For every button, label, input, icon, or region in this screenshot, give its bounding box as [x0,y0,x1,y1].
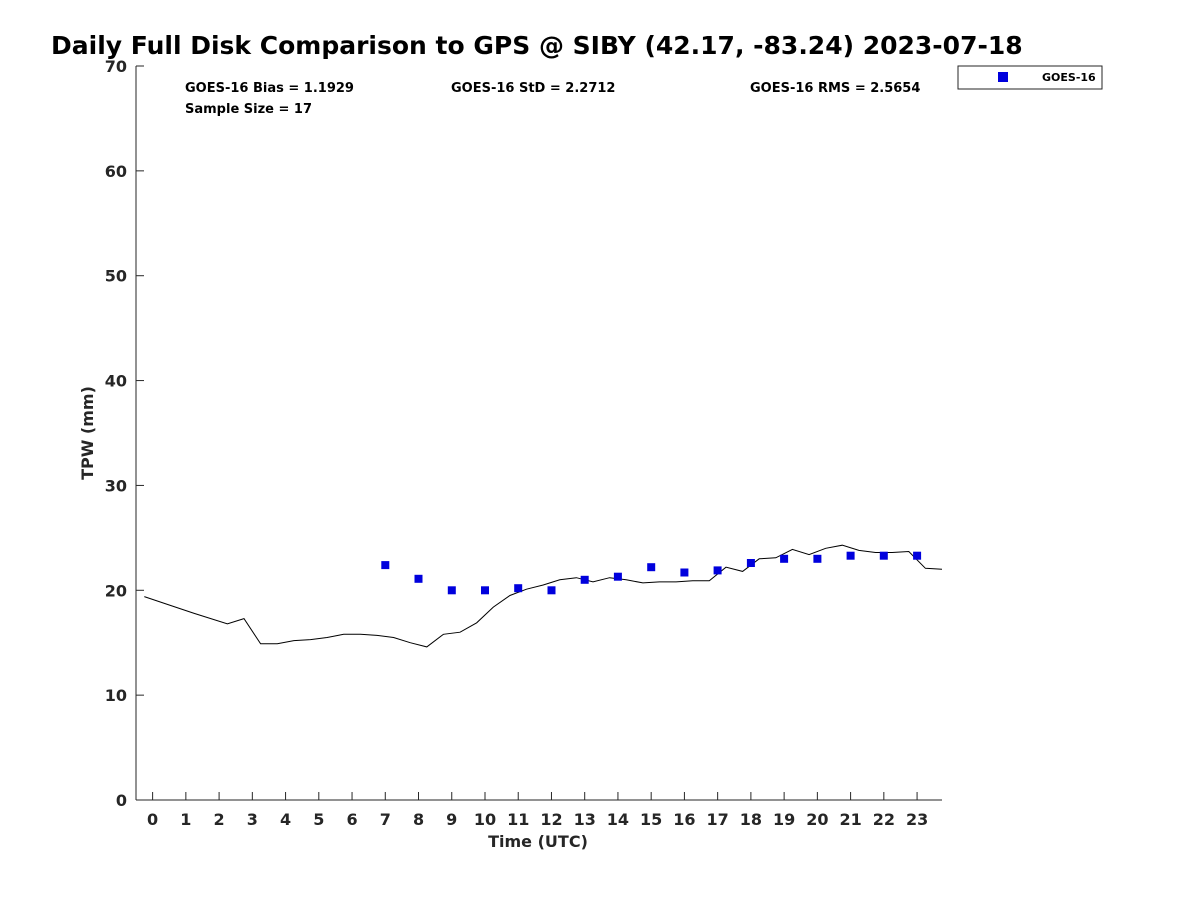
x-axis-label: Time (UTC) [488,832,588,851]
axes [135,66,942,801]
legend-label-goes-16: GOES-16 [1042,71,1096,84]
x-tick-label: 6 [346,810,357,829]
chart-title: Daily Full Disk Comparison to GPS @ SIBY… [51,31,1023,60]
goes-16-point [580,575,589,584]
x-tick-label: 17 [707,810,729,829]
x-tick-label: 11 [507,810,529,829]
goes-16-series [381,551,922,595]
x-tick-label: 0 [147,810,158,829]
y-tick-label: 20 [105,581,127,600]
goes-16-point [746,559,755,567]
gps-series-line [144,544,943,648]
legend-marker-goes-16 [998,72,1008,82]
legend: GOES-16 [957,65,1103,90]
x-tick-label: 23 [906,810,928,829]
x-tick-label: 12 [540,810,562,829]
x-tick-label: 2 [214,810,225,829]
x-axis-ticks: 0 1 2 3 4 5 6 7 8 9 10 11 12 13 14 15 16 17 18 19 20 21 22 23 [147,792,928,829]
x-tick-label: 14 [607,810,629,829]
y-tick-label: 50 [105,267,127,286]
x-tick-label: 19 [773,810,795,829]
goes-16-point [913,551,922,560]
goes-16-point [414,574,423,583]
x-tick-label: 16 [673,810,695,829]
x-tick-label: 9 [446,810,457,829]
x-tick-label: 4 [280,810,291,829]
y-axis-ticks: 0 10 20 30 40 50 60 70 [105,57,144,810]
y-tick-label: 30 [105,476,127,495]
goes-16-point [447,586,456,595]
goes-16-point [514,584,523,593]
goes-16-point [647,563,656,572]
x-tick-label: 7 [380,810,391,829]
y-tick-label: 40 [105,372,127,391]
y-tick-label: 60 [105,162,127,181]
goes-16-point [713,566,722,575]
y-tick-label: 70 [105,57,127,76]
x-tick-label: 21 [839,810,861,829]
goes-16-point [846,551,855,560]
goes-16-point [481,586,489,595]
sample-size-stat: Sample Size = 17 [185,102,312,117]
gps-series [144,544,943,648]
goes-16-point [879,551,888,560]
y-axis-label: TPW (mm) [78,386,97,480]
x-tick-label: 1 [180,810,191,829]
goes-16-point [613,572,622,581]
x-tick-label: 15 [640,810,662,829]
y-tick-label: 10 [105,686,127,705]
x-tick-label: 20 [806,810,828,829]
x-tick-label: 5 [313,810,324,829]
x-tick-label: 13 [574,810,596,829]
goes-16-point [780,554,789,563]
y-tick-label: 0 [116,791,127,810]
goes-16-point [547,586,556,595]
rms-stat: GOES-16 RMS = 2.5654 [750,81,920,96]
x-tick-label: 3 [247,810,258,829]
legend-box [957,65,1103,90]
x-tick-label: 22 [873,810,895,829]
goes-16-point [680,568,689,577]
goes-16-point [813,554,822,563]
x-tick-label: 18 [740,810,762,829]
std-stat: GOES-16 StD = 2.2712 [451,81,615,96]
x-tick-label: 8 [413,810,424,829]
bias-stat: GOES-16 Bias = 1.1929 [185,81,354,96]
goes-16-point [381,561,390,570]
x-tick-label: 10 [474,810,496,829]
